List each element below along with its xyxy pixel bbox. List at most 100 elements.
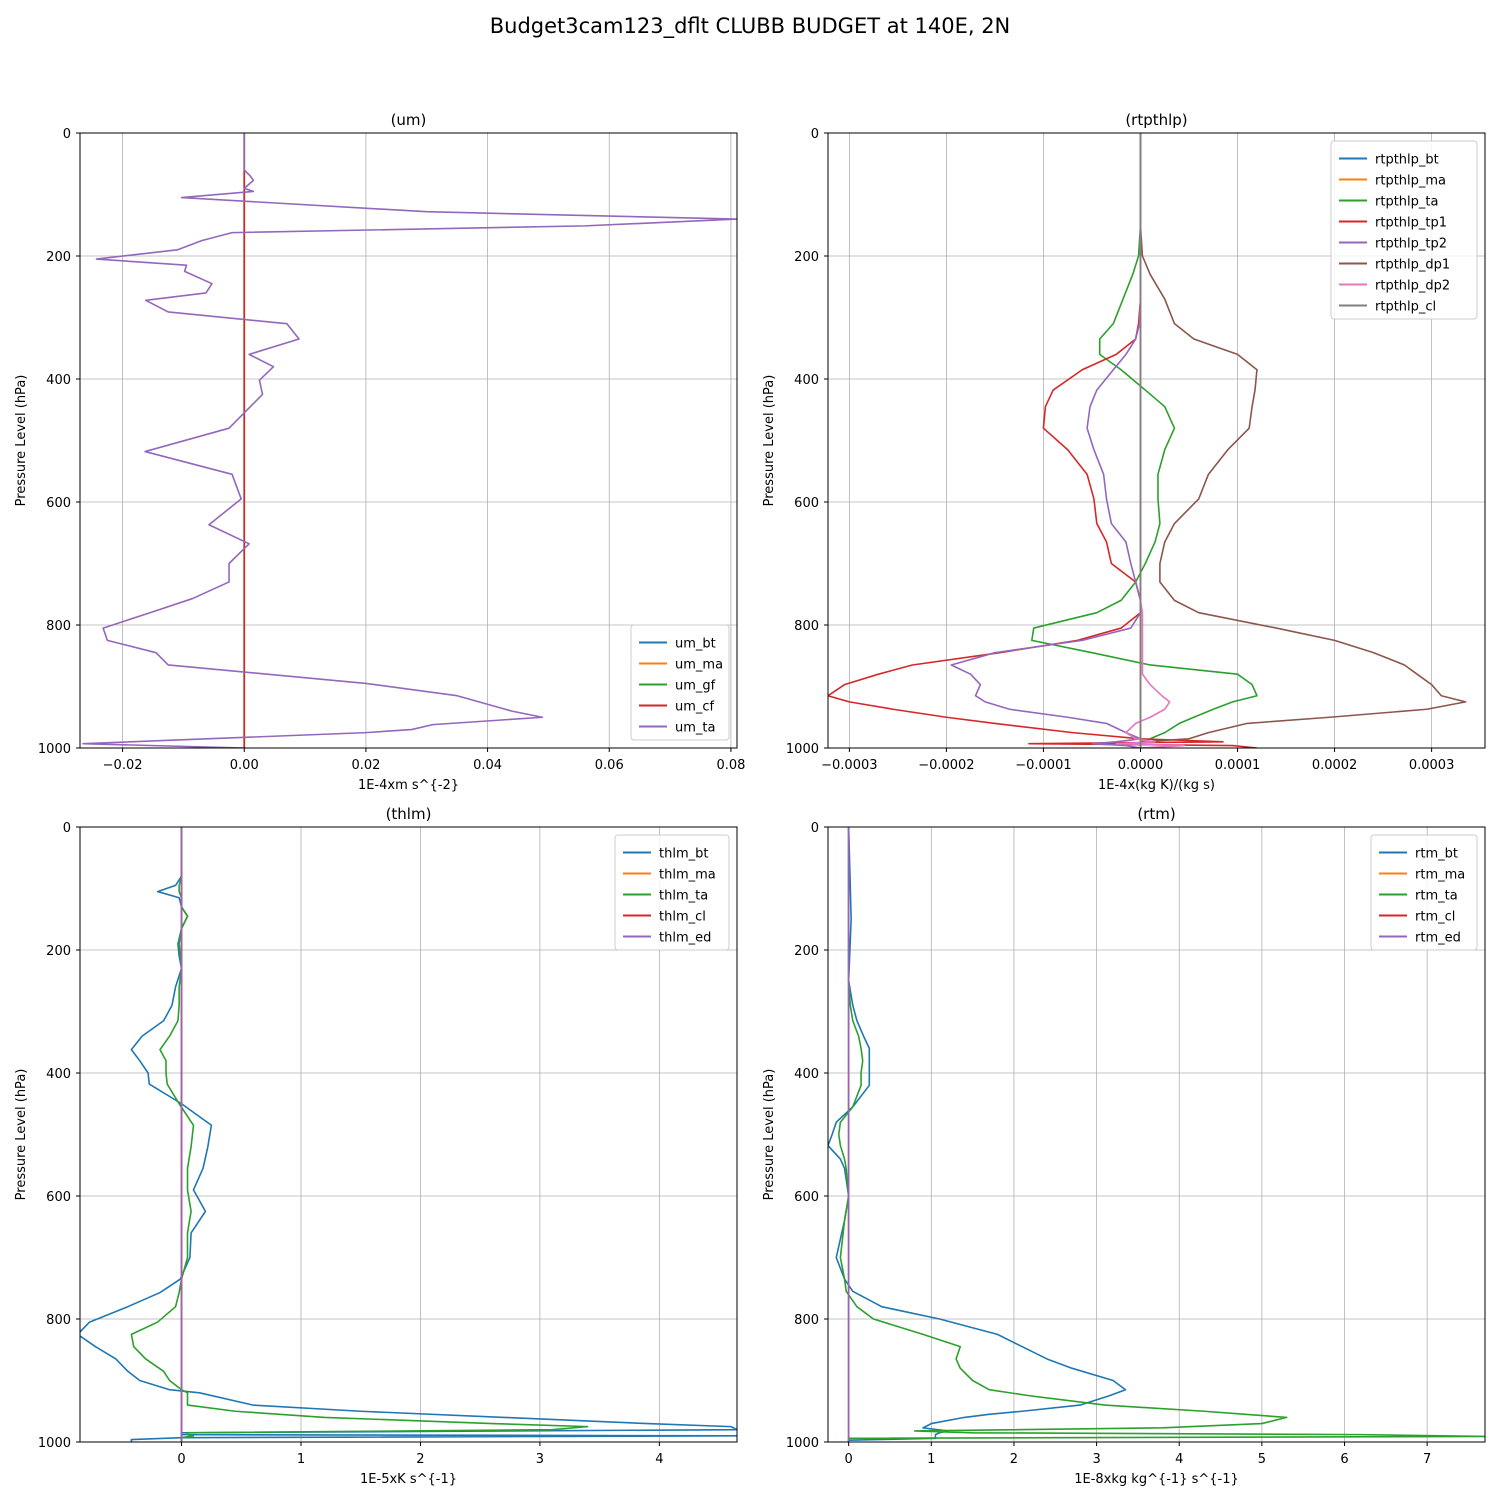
x-tick-label: −0.0002 xyxy=(918,758,974,773)
y-tick-label: 600 xyxy=(794,496,819,511)
x-axis-label: 1E-8xkg kg^{-1} s^{-1} xyxy=(1074,1472,1239,1487)
x-axis-label: 1E-4x(kg K)/(kg s) xyxy=(1098,778,1215,793)
series-line-thlm_bt xyxy=(80,827,737,1442)
x-tick-label: 0.06 xyxy=(595,758,624,773)
x-tick-label: 0.0002 xyxy=(1312,758,1358,773)
x-tick-label: −0.0001 xyxy=(1015,758,1071,773)
legend-box xyxy=(630,624,730,741)
legend-label-rtpthlp_dp2: rtpthlp_dp2 xyxy=(1375,279,1450,294)
legend-label-rtpthlp_ta: rtpthlp_ta xyxy=(1375,195,1438,210)
legend-label-rtpthlp_cl: rtpthlp_cl xyxy=(1375,300,1436,315)
x-tick-label: 5 xyxy=(1258,1452,1266,1467)
x-tick-label: 0.0003 xyxy=(1409,758,1455,773)
x-tick-label: 7 xyxy=(1423,1452,1431,1467)
y-tick-label: 1000 xyxy=(786,1436,819,1451)
series-line-rtm_bt xyxy=(828,827,1127,1442)
legend-label-thlm_cl: thlm_cl xyxy=(659,910,706,925)
x-tick-label: 1 xyxy=(927,1452,935,1467)
x-tick-label: 4 xyxy=(1175,1452,1183,1467)
series-group xyxy=(82,133,737,748)
axes-frame xyxy=(79,826,738,1443)
legend-label-thlm_ta: thlm_ta xyxy=(659,889,708,904)
legend-label-um_ma: um_ma xyxy=(675,658,723,673)
legend-label-rtm_ta: rtm_ta xyxy=(1415,889,1458,904)
series-group xyxy=(828,827,1485,1442)
legend-box xyxy=(614,834,730,951)
series-line-rtm_ta xyxy=(837,827,1485,1442)
y-tick-label: 200 xyxy=(46,944,71,959)
x-tick-label: 6 xyxy=(1340,1452,1348,1467)
x-tick-label: 0.04 xyxy=(473,758,502,773)
series-line-rtpthlp_dp1 xyxy=(1139,133,1467,748)
x-tick-label: 0 xyxy=(177,1452,185,1467)
legend: rtpthlp_bt rtpthlp_ma rtpthlp_ta rtpthlp_tp… xyxy=(1330,140,1478,320)
figure-title: Budget3cam123_dflt CLUBB BUDGET at 140E,… xyxy=(489,14,1011,38)
series-line-um_ta xyxy=(82,133,737,748)
y-axis-label: Pressure Level (hPa) xyxy=(762,1069,777,1201)
x-tick-label: 0.02 xyxy=(351,758,380,773)
legend-label-rtm_cl: rtm_cl xyxy=(1415,910,1455,925)
legend-label-rtpthlp_bt: rtpthlp_bt xyxy=(1375,153,1439,168)
legend-label-um_ta: um_ta xyxy=(675,721,715,736)
legend-box xyxy=(1330,140,1478,320)
panel-3: 0 1 2 3 4 5 6 7 0 200 400 600 800 1000 (rtm) 1E-8xkg kg… xyxy=(762,805,1486,1487)
y-tick-label: 1000 xyxy=(38,742,71,757)
x-tick-label: 0.0001 xyxy=(1215,758,1261,773)
y-tick-label: 400 xyxy=(794,1067,819,1082)
x-tick-label: 3 xyxy=(1092,1452,1100,1467)
series-line-rtpthlp_tp1 xyxy=(828,133,1258,748)
x-tick-label: −0.0003 xyxy=(821,758,877,773)
y-tick-label: 600 xyxy=(46,1190,71,1205)
axes-frame xyxy=(79,132,738,749)
legend-label-thlm_bt: thlm_bt xyxy=(659,847,708,862)
y-axis-label: Pressure Level (hPa) xyxy=(14,375,29,507)
legend-label-rtpthlp_tp2: rtpthlp_tp2 xyxy=(1375,237,1447,252)
series-group xyxy=(828,133,1467,748)
legend-box xyxy=(1370,834,1478,951)
legend-label-rtm_ma: rtm_ma xyxy=(1415,868,1465,883)
axes-frame xyxy=(827,132,1486,749)
series-line-rtpthlp_ta xyxy=(1031,133,1258,748)
panel-title: (thlm) xyxy=(386,805,432,823)
legend: um_bt um_ma um_gf um_cf um_ta xyxy=(630,624,730,741)
legend: thlm_bt thlm_ma thlm_ta thlm_cl thlm_ed xyxy=(614,834,730,951)
y-axis-label: Pressure Level (hPa) xyxy=(762,375,777,507)
x-axis-label: 1E-5xK s^{-1} xyxy=(360,1472,457,1487)
legend-label-um_gf: um_gf xyxy=(675,679,716,694)
y-tick-label: 400 xyxy=(46,373,71,388)
legend-label-um_bt: um_bt xyxy=(675,637,716,652)
legend: rtm_bt rtm_ma rtm_ta rtm_cl rtm_ed xyxy=(1370,834,1478,951)
x-tick-label: −0.02 xyxy=(103,758,143,773)
series-line-rtpthlp_tp2 xyxy=(950,133,1142,748)
legend-label-rtpthlp_ma: rtpthlp_ma xyxy=(1375,174,1446,189)
x-tick-label: 3 xyxy=(536,1452,544,1467)
x-tick-label: 0.0000 xyxy=(1118,758,1164,773)
series-line-thlm_ta xyxy=(130,827,589,1442)
series-line-rtpthlp_dp2 xyxy=(1115,133,1185,748)
y-tick-label: 600 xyxy=(46,496,71,511)
y-axis-label: Pressure Level (hPa) xyxy=(14,1069,29,1201)
y-tick-label: 200 xyxy=(46,250,71,265)
panel-title: (rtm) xyxy=(1137,805,1175,823)
y-tick-label: 400 xyxy=(794,373,819,388)
legend-label-rtm_bt: rtm_bt xyxy=(1415,847,1458,862)
legend-label-rtpthlp_dp1: rtpthlp_dp1 xyxy=(1375,258,1450,273)
y-tick-label: 200 xyxy=(794,944,819,959)
series-group xyxy=(80,827,737,1442)
x-tick-label: 4 xyxy=(655,1452,663,1467)
x-tick-label: 0.08 xyxy=(716,758,745,773)
y-tick-label: 0 xyxy=(63,821,71,836)
y-tick-label: 800 xyxy=(794,1313,819,1328)
x-tick-label: 0.00 xyxy=(230,758,259,773)
x-tick-label: 0 xyxy=(845,1452,853,1467)
x-tick-label: 2 xyxy=(416,1452,424,1467)
panel-1: −0.0003 −0.0002 −0.0001 0.0000 0.0001 0.0002 0… xyxy=(762,111,1486,793)
panel-2: 0 1 2 3 4 0 200 400 600 800 1000 (thlm) 1E-5xK s^{-1… xyxy=(14,805,738,1487)
y-tick-label: 0 xyxy=(811,127,819,142)
legend-label-rtm_ed: rtm_ed xyxy=(1415,931,1461,946)
y-tick-label: 400 xyxy=(46,1067,71,1082)
y-tick-label: 800 xyxy=(46,619,71,634)
x-axis-label: 1E-4xm s^{-2} xyxy=(358,778,459,793)
panel-title: (rtpthlp) xyxy=(1125,111,1187,129)
y-tick-label: 600 xyxy=(794,1190,819,1205)
